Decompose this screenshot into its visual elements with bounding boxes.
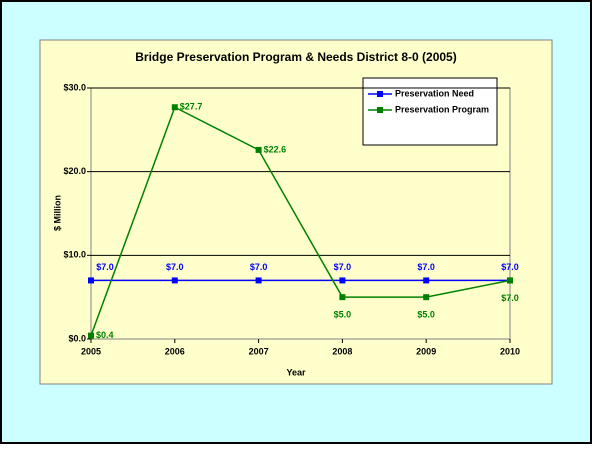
x-tick-label: 2007 [249,346,269,356]
legend-marker [377,107,383,113]
marker [171,277,178,284]
data-label: $7.0 [417,262,435,272]
data-label: $27.7 [180,102,203,112]
legend-marker [377,91,383,97]
chart-title: Bridge Preservation Program & Needs Dist… [135,50,456,64]
data-label: $7.0 [166,262,184,272]
legend-label: Preservation Program [395,104,489,114]
data-label: $5.0 [334,310,352,320]
marker [88,332,94,339]
y-axis-label: $ Million [52,195,62,231]
marker [507,277,513,284]
y-tick-label: $0.0 [68,333,86,343]
data-label: $7.0 [501,262,519,272]
marker [255,277,262,284]
marker [423,277,430,284]
y-tick-label: $20.0 [63,166,86,176]
data-label: $0.4 [96,330,114,340]
marker [339,294,346,301]
x-tick-label: 2006 [165,346,185,356]
x-axis-label: Year [286,367,306,377]
marker [339,277,346,284]
x-tick-label: 2010 [500,346,520,356]
data-label: $7.0 [250,262,268,272]
data-label: $5.0 [417,310,435,320]
y-tick-label: $30.0 [63,82,86,92]
x-tick-label: 2005 [81,346,101,356]
data-label: $7.0 [334,262,352,272]
marker [88,277,94,284]
marker [255,146,262,153]
data-label: $7.0 [96,262,114,272]
legend-label: Preservation Need [395,88,474,98]
data-label: $22.6 [264,144,287,154]
x-tick-label: 2009 [416,346,436,356]
marker [423,294,430,301]
series-line [90,106,511,336]
data-label: $7.0 [501,293,519,303]
x-tick-label: 2008 [332,346,352,356]
legend [362,77,498,146]
y-tick-label: $10.0 [63,250,86,260]
marker [171,104,178,111]
